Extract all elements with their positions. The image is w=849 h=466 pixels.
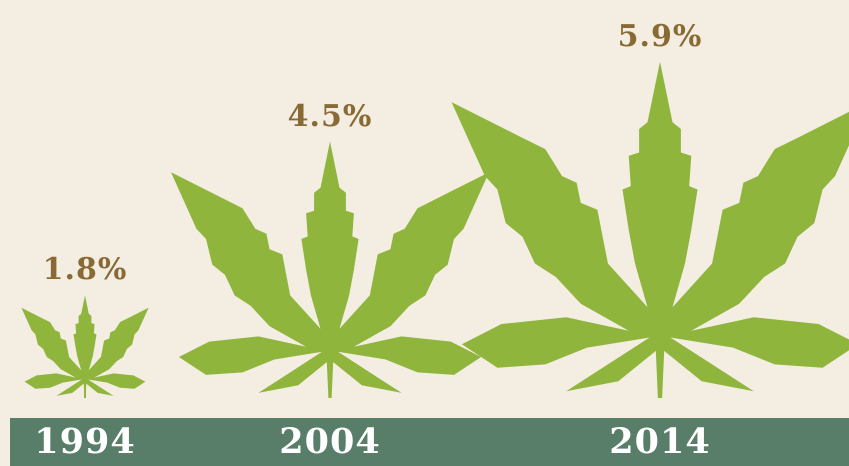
value-label-1994: 1.8% (42, 252, 128, 288)
leaf-mark-1994 (21, 295, 149, 398)
year-label-2014: 2014 (609, 421, 711, 462)
leaf-mark-2014 (451, 61, 849, 398)
year-label-1994: 1994 (34, 421, 136, 462)
value-label-2004: 4.5% (287, 98, 373, 134)
value-label-2014: 5.9% (617, 18, 703, 54)
year-axis-band (10, 418, 849, 466)
leaf-mark-2004 (171, 141, 489, 398)
year-label-2004: 2004 (279, 421, 381, 462)
